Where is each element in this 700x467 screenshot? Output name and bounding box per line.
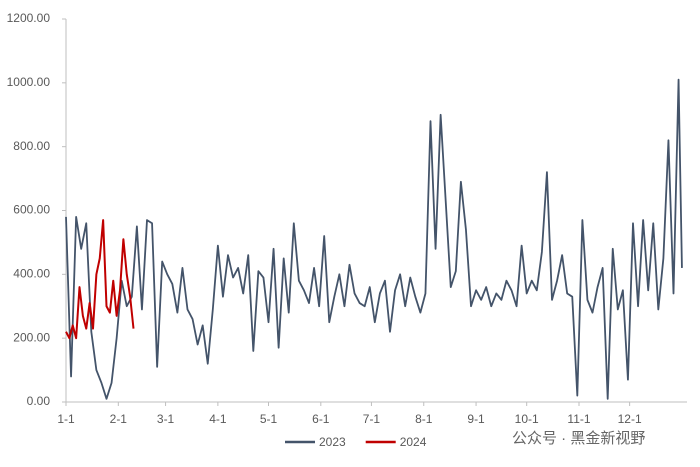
y-tick-label: 600.00: [13, 203, 50, 217]
y-tick-label: 400.00: [13, 267, 50, 281]
x-tick-label: 4-1: [209, 412, 227, 426]
x-tick-label: 10-1: [515, 412, 539, 426]
x-tick-label: 8-1: [415, 412, 433, 426]
watermark: 公众号 · 黑金新视野: [512, 430, 645, 447]
x-tick-label: 11-1: [567, 412, 590, 426]
y-tick-label: 800.00: [13, 139, 50, 153]
y-tick-label: 1000.00: [7, 75, 51, 89]
legend-label: 2023: [319, 435, 346, 449]
series-line: [65, 219, 135, 340]
y-tick-label: 0.00: [27, 394, 51, 408]
x-tick-label: 5-1: [260, 412, 278, 426]
y-tick-label: 1200.00: [7, 11, 51, 25]
x-tick-label: 12-1: [618, 412, 642, 426]
x-tick-label: 1-1: [57, 412, 75, 426]
x-tick-label: 2-1: [110, 412, 128, 426]
x-tick-label: 6-1: [312, 412, 330, 426]
x-tick-label: 7-1: [363, 412, 381, 426]
legend-label: 2024: [400, 435, 427, 449]
series-line: [65, 78, 683, 400]
x-tick-label: 3-1: [157, 412, 175, 426]
y-tick-label: 200.00: [13, 330, 50, 344]
x-tick-label: 9-1: [467, 412, 485, 426]
